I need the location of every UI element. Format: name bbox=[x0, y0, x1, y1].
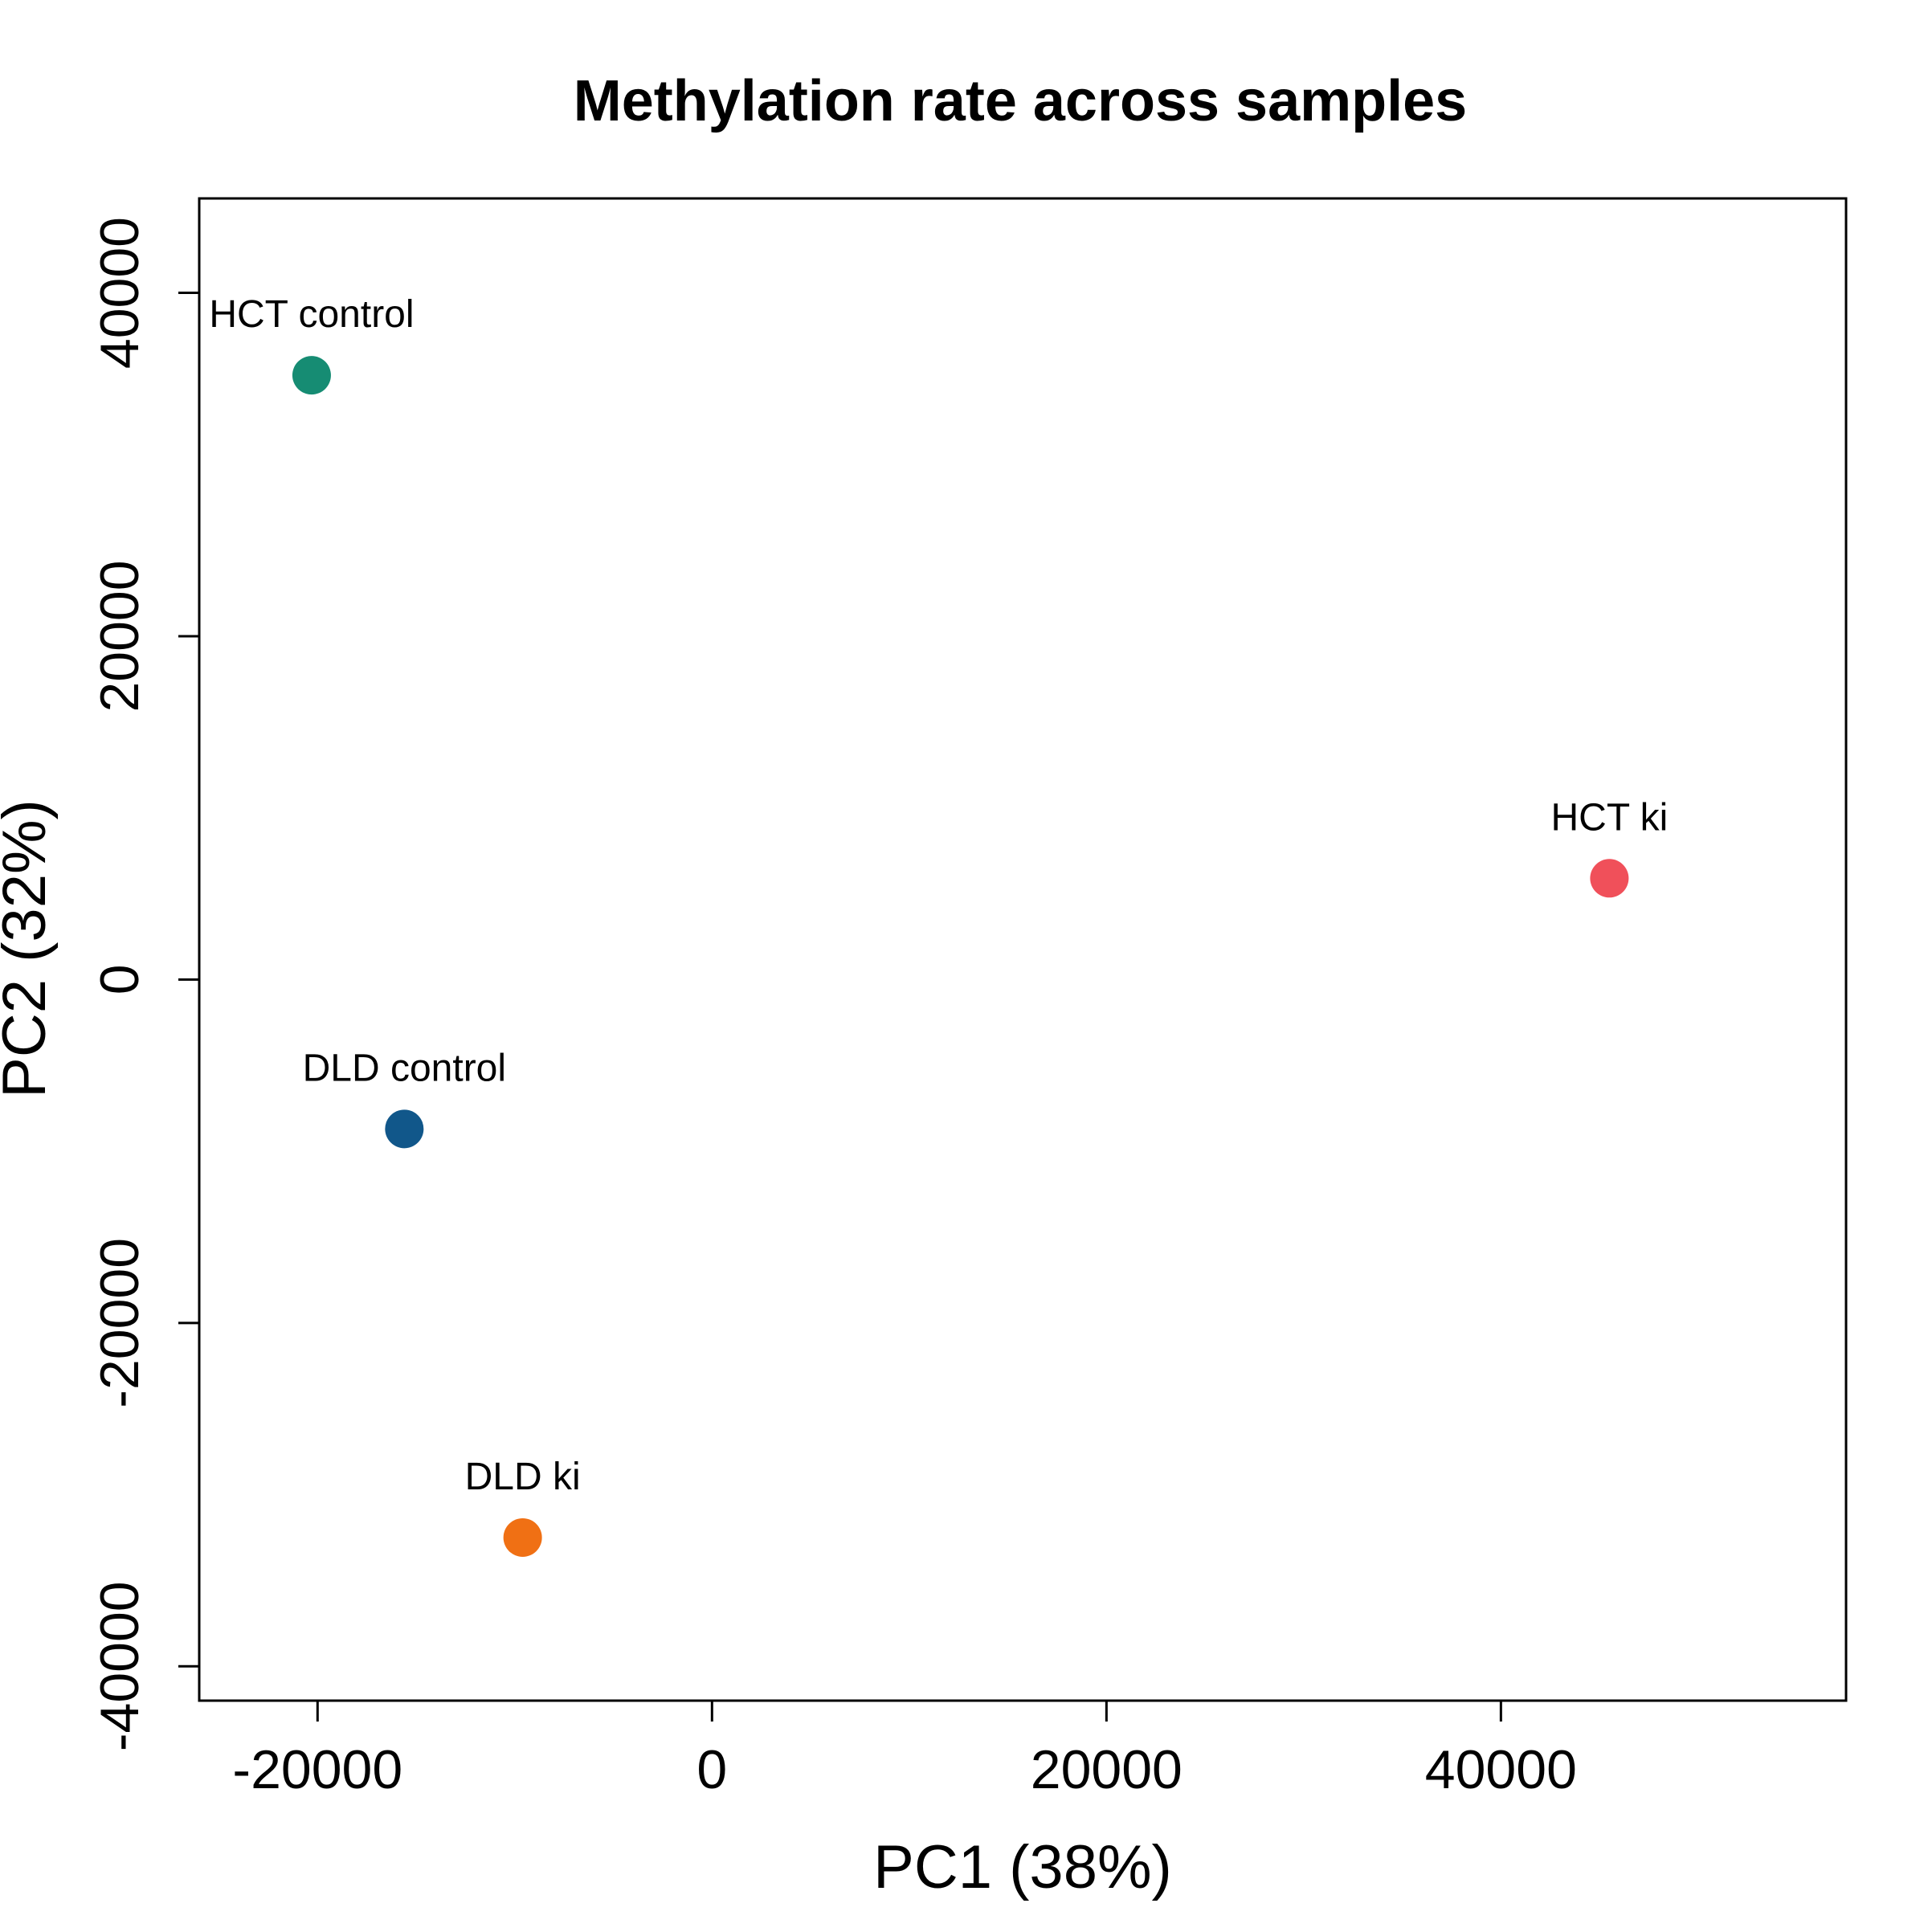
y-tick-label: -20000 bbox=[89, 1238, 150, 1408]
point-label: DLD control bbox=[303, 1047, 506, 1089]
data-points: HCT control DLD control DLD ki HCT ki bbox=[209, 293, 1668, 1557]
data-point bbox=[292, 356, 331, 395]
y-axis: -40000 -20000 0 20000 40000 bbox=[89, 217, 199, 1751]
point-label: DLD ki bbox=[465, 1456, 581, 1498]
y-tick-label: -40000 bbox=[89, 1581, 150, 1751]
y-tick-label: 40000 bbox=[89, 217, 150, 369]
y-axis-label: PC2 (32%) bbox=[0, 799, 59, 1098]
point-label: HCT control bbox=[209, 293, 414, 336]
point-label: HCT ki bbox=[1550, 796, 1668, 839]
x-tick-label: 20000 bbox=[1031, 1739, 1183, 1800]
data-point bbox=[503, 1517, 542, 1557]
x-tick-label: 0 bbox=[696, 1739, 727, 1800]
y-tick-label: 20000 bbox=[89, 560, 150, 712]
x-tick-label: 40000 bbox=[1425, 1739, 1577, 1800]
plot-frame bbox=[198, 197, 1848, 1702]
x-axis: -20000 0 20000 40000 bbox=[232, 1701, 1577, 1800]
x-axis-label: PC1 (38%) bbox=[873, 1833, 1172, 1901]
chart-title: Methylation rate across samples bbox=[574, 69, 1467, 133]
x-tick-label: -20000 bbox=[232, 1739, 402, 1800]
data-point bbox=[385, 1109, 424, 1149]
y-tick-label: 0 bbox=[89, 964, 150, 995]
data-point bbox=[1590, 859, 1629, 898]
